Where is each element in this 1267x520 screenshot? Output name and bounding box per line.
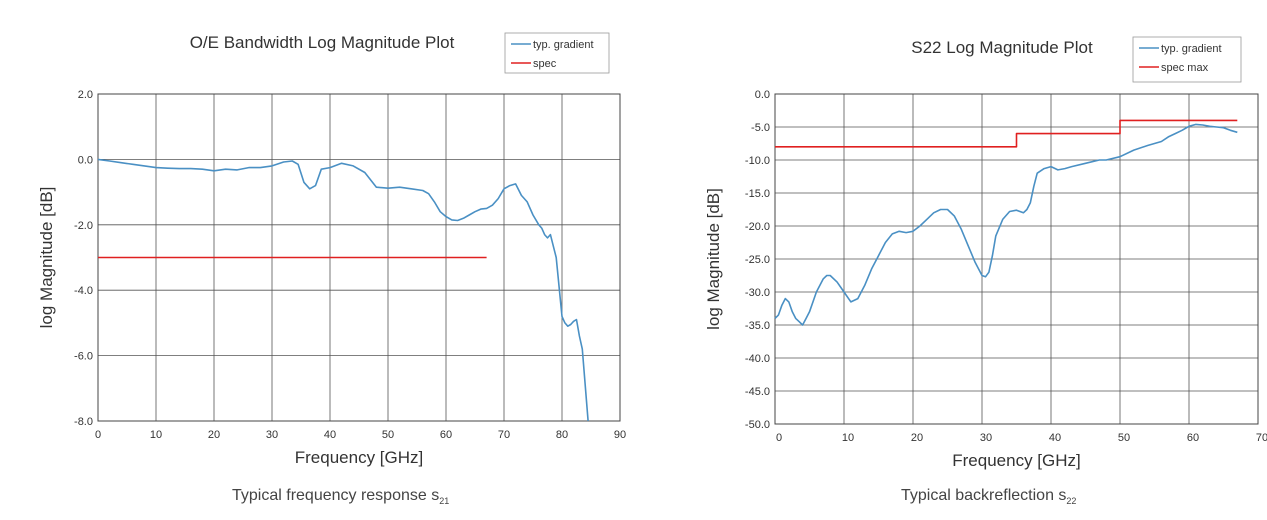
x-tick-label: 20 [911, 432, 923, 444]
x-tick-label: 60 [440, 429, 452, 441]
x-tick-label: 70 [1256, 432, 1267, 444]
x-tick-label: 80 [556, 429, 568, 441]
oe-bandwidth-chart: 0 10 20 30 40 50 60 70 80 90 2.0 0.0 -2.0 -4.0 -6.0 -8.… [37, 32, 626, 467]
x-tick-label: 10 [842, 432, 854, 444]
chart-title: S22 Log Magnitude Plot [911, 38, 1093, 57]
x-tick-label: 50 [1118, 432, 1130, 444]
s22-chart: 0 10 20 30 40 50 60 70 0.0 -5.0 -10.0 -15.0 -20.0 -25… [704, 36, 1267, 470]
caption-text: Typical backreflection s [901, 487, 1067, 504]
plot-area-border [774, 93, 1259, 425]
x-tick-label: 50 [382, 429, 394, 441]
x-tick-label: 40 [324, 429, 336, 441]
series-line-typ-gradient [97, 158, 589, 422]
x-tick-label: 10 [150, 429, 162, 441]
y-tick-label: -45.0 [745, 386, 770, 398]
y-tick-label: -8.0 [74, 416, 93, 428]
x-tick-label: 0 [776, 432, 782, 444]
y-tick-label: 0.0 [755, 89, 770, 101]
y-tick-label: -20.0 [745, 221, 770, 233]
x-tick-label: 90 [614, 429, 626, 441]
chart-panel-oe-bandwidth: 0 10 20 30 40 50 60 70 80 90 2.0 0.0 -2.0 -4.0 -6.0 -8.… [37, 32, 626, 506]
x-tick-label: 0 [95, 429, 101, 441]
series-line-spec-max [775, 119, 1238, 148]
x-tick-label: 70 [498, 429, 510, 441]
y-tick-label: -40.0 [745, 353, 770, 365]
legend-label: spec max [1161, 62, 1209, 74]
x-tick-label: 30 [266, 429, 278, 441]
caption-text: Typical frequency response s [232, 487, 440, 504]
y-tick-label: -5.0 [751, 122, 770, 134]
legend-label: typ. gradient [1161, 43, 1222, 55]
x-axis-label: Frequency [GHz] [295, 448, 424, 467]
x-tick-label: 30 [980, 432, 992, 444]
y-tick-label: -35.0 [745, 320, 770, 332]
legend-label: typ. gradient [533, 39, 594, 51]
caption-subscript: 22 [1066, 496, 1077, 507]
y-tick-label: -30.0 [745, 287, 770, 299]
y-tick-label: -10.0 [745, 155, 770, 167]
caption-frequency-response: Typical frequency response s21 [232, 487, 449, 506]
legend-box [1132, 36, 1242, 83]
x-tick-label: 60 [1187, 432, 1199, 444]
y-axis-label: log Magnitude [dB] [37, 187, 56, 329]
x-axis-label: Frequency [GHz] [952, 451, 1081, 470]
y-tick-label: -4.0 [74, 285, 93, 297]
legend-box [504, 32, 610, 74]
chart-panel-s22: 0 10 20 30 40 50 60 70 0.0 -5.0 -10.0 -15.0 -20.0 -25… [640, 0, 1267, 520]
y-tick-label: -15.0 [745, 188, 770, 200]
y-tick-label: 2.0 [78, 89, 93, 101]
x-tick-label: 40 [1049, 432, 1061, 444]
y-tick-label: -2.0 [74, 220, 93, 232]
y-tick-label: 0.0 [78, 154, 93, 166]
y-tick-label: -50.0 [745, 419, 770, 431]
x-tick-label: 20 [208, 429, 220, 441]
y-tick-label: -6.0 [74, 351, 93, 363]
caption-subscript: 21 [439, 496, 450, 507]
chart-title: O/E Bandwidth Log Magnitude Plot [190, 33, 455, 52]
series-line-typ-gradient [774, 123, 1238, 326]
y-axis-label: log Magnitude [dB] [704, 188, 723, 330]
y-tick-label: -25.0 [745, 254, 770, 266]
legend-label: spec [533, 58, 557, 70]
caption-backreflection: Typical backreflection s22 [901, 487, 1076, 506]
